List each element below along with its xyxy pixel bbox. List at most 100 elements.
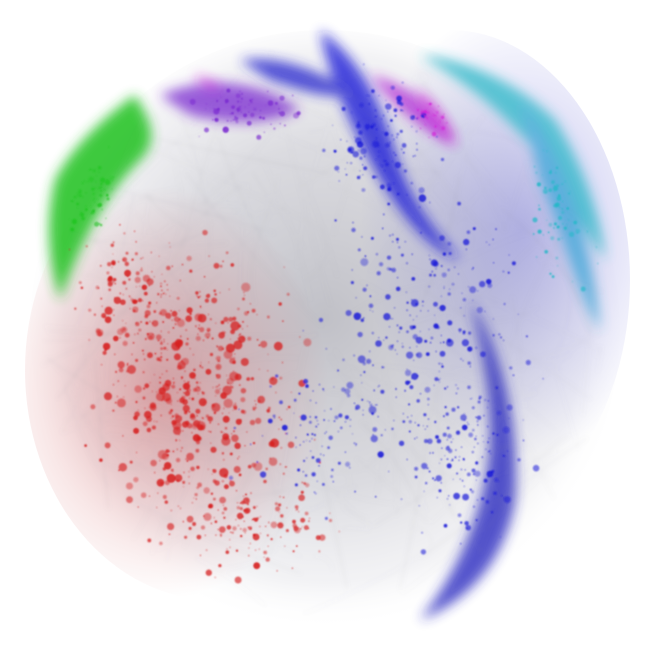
blue-cluster-node bbox=[396, 136, 398, 138]
red-cluster-node bbox=[170, 403, 172, 406]
red-cluster-node bbox=[221, 452, 225, 455]
red-cluster-node bbox=[242, 497, 250, 505]
blue-cluster-node bbox=[383, 159, 386, 162]
purple-cluster-node bbox=[274, 101, 278, 105]
edge-strand bbox=[146, 434, 171, 562]
blue-cluster-node bbox=[478, 395, 482, 399]
red-cluster-node bbox=[96, 329, 104, 337]
red-cluster-node bbox=[168, 450, 171, 452]
red-cluster-node bbox=[246, 377, 251, 381]
red-cluster-node bbox=[282, 320, 284, 322]
red-cluster-node bbox=[153, 309, 157, 313]
red-cluster-node bbox=[158, 255, 160, 257]
edge-strand bbox=[181, 347, 197, 393]
blue-cluster-node bbox=[443, 287, 445, 289]
blue-cluster-node bbox=[378, 337, 380, 339]
blue-cluster-node bbox=[487, 441, 490, 444]
blue-cluster-node bbox=[334, 219, 337, 222]
red-cluster-node bbox=[171, 384, 176, 389]
blue-cluster-node bbox=[314, 415, 318, 419]
blue-cluster-node bbox=[376, 404, 378, 406]
red-cluster-node bbox=[176, 319, 185, 328]
red-cluster-node bbox=[117, 260, 120, 263]
red-cluster-node bbox=[239, 502, 242, 504]
edge-strand bbox=[387, 103, 489, 236]
red-cluster-node bbox=[292, 523, 297, 528]
blue-cluster-node bbox=[502, 270, 505, 273]
edge-strand bbox=[112, 195, 194, 284]
blue-cluster-node bbox=[455, 449, 457, 451]
red-cluster-node bbox=[191, 432, 193, 434]
blue-cluster-node bbox=[416, 315, 418, 317]
red-cluster-node bbox=[279, 495, 281, 498]
red-cluster-node bbox=[280, 536, 282, 538]
blue-cluster-node bbox=[459, 331, 461, 333]
red-cluster-node bbox=[242, 410, 247, 415]
blue-cluster-node bbox=[429, 258, 431, 261]
red-cluster-node bbox=[164, 379, 172, 387]
red-cluster-node bbox=[230, 329, 236, 335]
edge-strand bbox=[74, 192, 135, 376]
blue-cluster-node bbox=[366, 358, 372, 364]
blue-cluster-node bbox=[422, 300, 424, 303]
red-cluster-node bbox=[137, 409, 139, 411]
blue-cluster-node bbox=[388, 326, 391, 328]
red-cluster-node bbox=[265, 557, 270, 562]
purple-cluster-node bbox=[220, 95, 222, 98]
purple-cluster-node bbox=[236, 107, 240, 112]
blue-cluster-node bbox=[506, 450, 509, 452]
blue-cluster-node bbox=[352, 221, 354, 224]
magenta-cluster-node bbox=[424, 115, 427, 118]
blue-cluster-node bbox=[441, 272, 447, 278]
red-cluster-node bbox=[149, 382, 151, 384]
edge-strand bbox=[416, 375, 509, 441]
red-cluster-node bbox=[234, 353, 236, 355]
edge-strand bbox=[495, 220, 570, 397]
red-cluster-node bbox=[163, 280, 166, 283]
red-cluster-node bbox=[287, 405, 291, 409]
red-cluster-node bbox=[209, 431, 212, 433]
red-cluster-node bbox=[263, 551, 266, 553]
blue-cluster-node bbox=[382, 114, 385, 117]
blue-cluster-node bbox=[350, 281, 354, 285]
red-cluster-node bbox=[104, 392, 112, 401]
red-cluster-node bbox=[278, 302, 282, 306]
red-cluster-node bbox=[167, 343, 169, 345]
blue-cluster-node bbox=[409, 325, 411, 327]
blue-cluster-node bbox=[463, 315, 465, 317]
red-cluster-node bbox=[204, 298, 209, 303]
red-cluster-node bbox=[224, 426, 228, 430]
edge-strand bbox=[272, 74, 333, 85]
red-cluster-node bbox=[134, 411, 140, 417]
blue-cluster-node bbox=[375, 340, 382, 347]
red-cluster-node bbox=[106, 271, 110, 275]
blue-cluster-node bbox=[353, 442, 356, 444]
blue-cluster-node bbox=[393, 152, 395, 154]
red-cluster-node bbox=[199, 382, 201, 384]
red-cluster-node bbox=[276, 570, 278, 572]
blue-cluster-node bbox=[402, 110, 404, 112]
green-cluster-node bbox=[71, 218, 77, 225]
blue-cluster-node bbox=[463, 419, 466, 422]
blue-cluster-node bbox=[256, 461, 259, 463]
red-cluster-node bbox=[294, 526, 301, 534]
red-cluster-node bbox=[199, 326, 205, 333]
blue-cluster-node bbox=[414, 422, 416, 424]
red-cluster-node bbox=[128, 278, 131, 281]
magenta-cluster-node bbox=[427, 103, 429, 105]
blue-cluster-node bbox=[361, 236, 363, 238]
red-cluster-node bbox=[223, 407, 225, 410]
blue-cluster-node bbox=[438, 370, 440, 373]
purple-cluster-node bbox=[265, 104, 267, 106]
edge-strand bbox=[199, 71, 313, 208]
blue-cluster-node bbox=[503, 496, 511, 504]
edge-strand bbox=[355, 378, 502, 445]
red-cluster-node bbox=[198, 386, 200, 388]
red-cluster-node bbox=[219, 496, 227, 504]
red-cluster-node bbox=[222, 431, 225, 434]
blue-cluster-node bbox=[424, 481, 428, 485]
green-cluster-node bbox=[100, 182, 103, 186]
blue-cluster-node bbox=[502, 426, 510, 434]
red-cluster-node bbox=[243, 291, 245, 293]
blue-cluster-node bbox=[439, 377, 441, 380]
